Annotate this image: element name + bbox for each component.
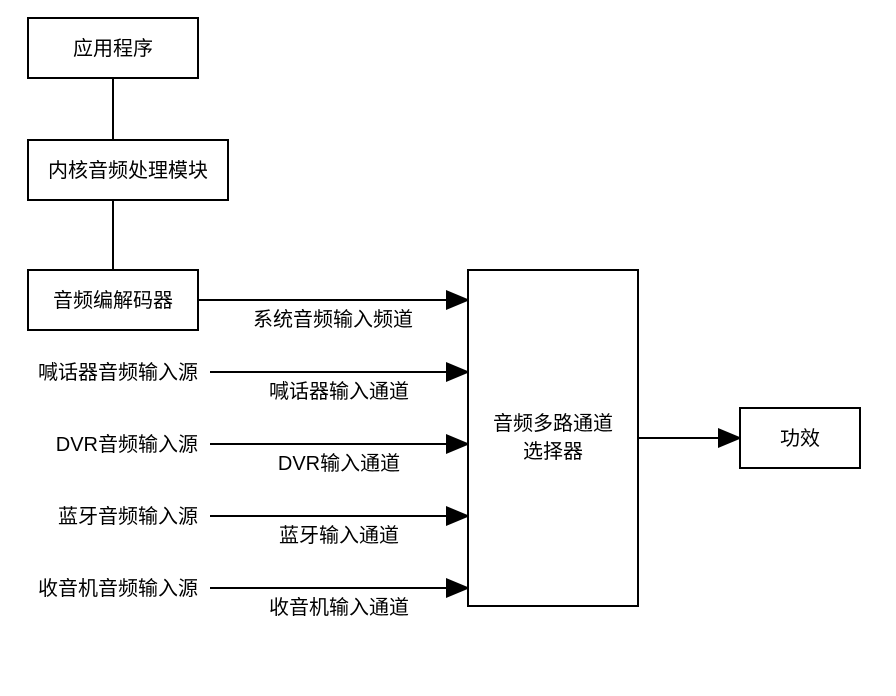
label-bt-channel: 蓝牙输入通道 <box>279 524 399 547</box>
label-radio-channel: 收音机输入通道 <box>269 596 409 619</box>
label-source-radio: 收音机音频输入源 <box>38 577 198 600</box>
label-app: 应用程序 <box>73 37 153 60</box>
label-horn-channel: 喊话器输入通道 <box>269 380 409 403</box>
label-source-bt: 蓝牙音频输入源 <box>58 505 198 528</box>
label-system-channel: 系统音频输入频道 <box>253 308 413 331</box>
label-selector-line1: 音频多路通道 <box>493 412 613 435</box>
label-dvr-channel: DVR输入通道 <box>278 452 400 475</box>
label-codec: 音频编解码器 <box>53 289 173 312</box>
label-source-dvr: DVR音频输入源 <box>56 433 198 456</box>
label-selector-line2: 选择器 <box>523 440 583 463</box>
label-kernel: 内核音频处理模块 <box>48 159 208 182</box>
label-amp: 功效 <box>780 427 820 450</box>
label-source-horn: 喊话器音频输入源 <box>38 361 198 384</box>
box-selector <box>468 270 638 606</box>
